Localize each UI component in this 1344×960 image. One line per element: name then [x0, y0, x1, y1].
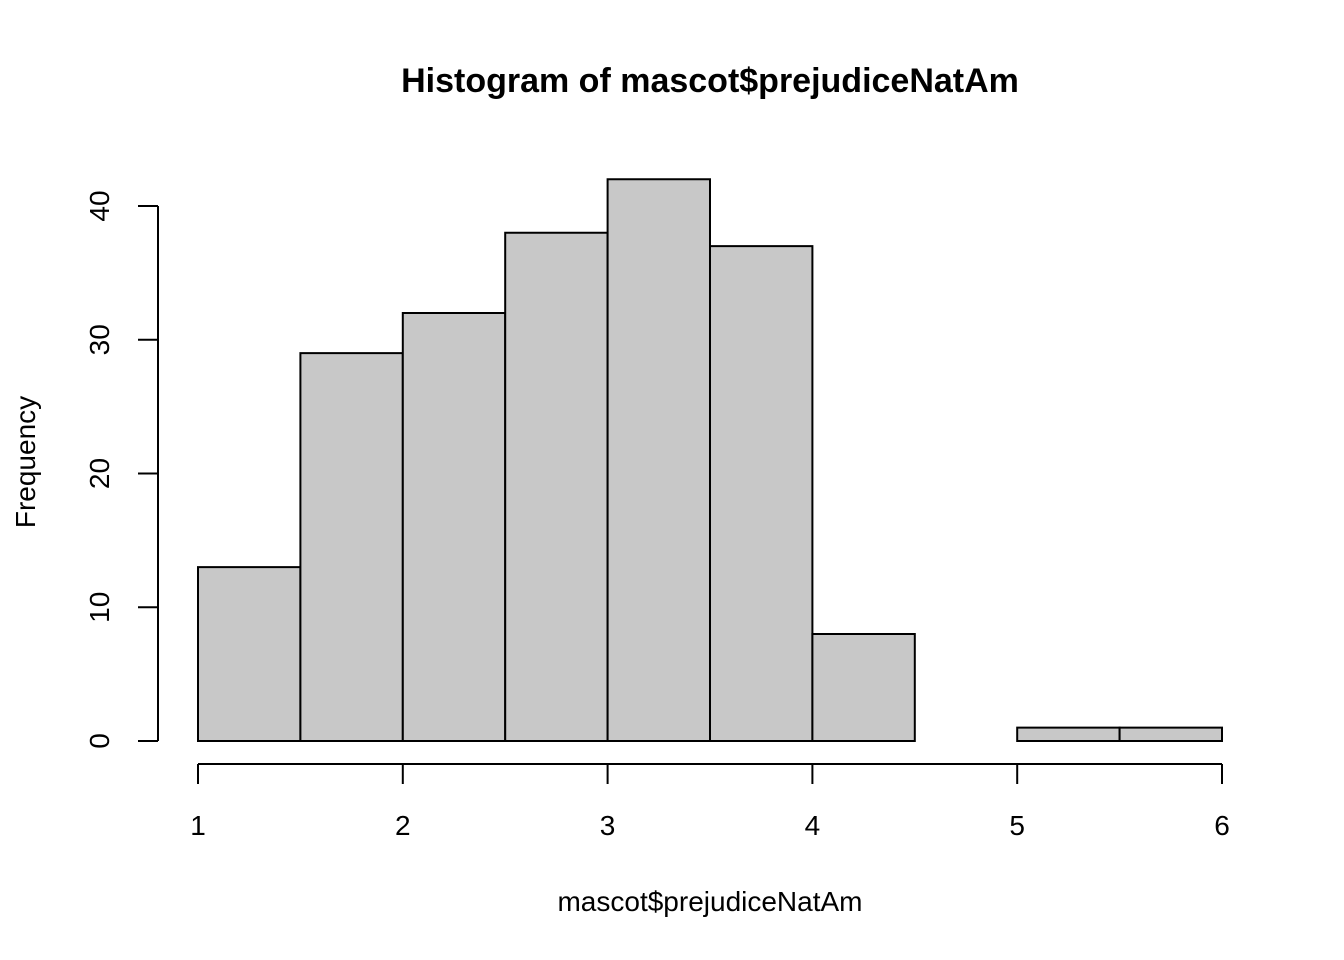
histogram-bar-2	[299, 352, 404, 742]
x-axis: 1 2 3 4 5 6	[190, 763, 1230, 841]
x-tick-label-2: 2	[395, 810, 411, 841]
histogram-bar-10	[1118, 726, 1223, 742]
histogram-bar-5	[606, 178, 711, 742]
histogram-bar-9	[1016, 726, 1121, 742]
y-tick-label-20: 20	[84, 458, 115, 489]
x-tick-label-5: 5	[1009, 810, 1025, 841]
x-tick-label-3: 3	[600, 810, 616, 841]
x-tick-label-1: 1	[190, 810, 206, 841]
y-tick-label-0: 0	[84, 733, 115, 749]
y-axis: 0 10 20 30 40	[84, 190, 159, 749]
y-axis-label: Frequency	[10, 396, 41, 528]
y-tick-label-10: 10	[84, 592, 115, 623]
histogram-bar-1	[197, 566, 302, 742]
histogram-bar-4	[504, 231, 609, 742]
x-tick-label-4: 4	[805, 810, 821, 841]
chart-title: Histogram of mascot$prejudiceNatAm	[401, 62, 1019, 100]
histogram-bar-6	[709, 245, 814, 742]
y-tick-label-30: 30	[84, 324, 115, 355]
histogram-bar-7	[811, 633, 916, 742]
histogram-bar-3	[401, 312, 507, 742]
bars-group	[197, 178, 1223, 742]
x-axis-label: mascot$prejudiceNatAm	[557, 886, 862, 917]
y-tick-label-40: 40	[84, 190, 115, 221]
x-tick-label-6: 6	[1214, 810, 1230, 841]
